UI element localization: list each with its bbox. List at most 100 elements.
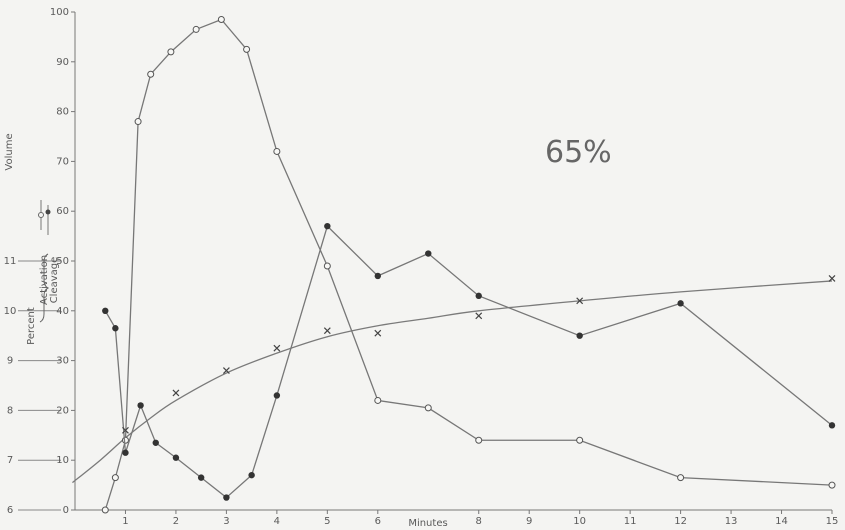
open-circle-point (374, 396, 382, 404)
x-tick-label: 12 (674, 516, 687, 527)
filled-circle-point (152, 439, 159, 446)
open-circle-point (828, 481, 836, 489)
filled-circle-point (223, 494, 230, 501)
open-circle-point (424, 404, 432, 412)
volume-tick-label: 8 (7, 405, 13, 416)
cross-stroke (172, 389, 180, 397)
cross-point (122, 426, 129, 434)
y-tick-label: 100 (50, 7, 69, 18)
cross-point (222, 367, 230, 374)
filled-circle-point (576, 332, 583, 339)
cross-stroke (122, 426, 129, 434)
filled-circle-point (374, 272, 381, 280)
x-tick-label: 10 (573, 516, 586, 527)
volume-tick-label: 11 (4, 256, 17, 267)
series-line (104, 18, 833, 511)
axis-label-brace (39, 253, 50, 323)
filled-circle-point (425, 250, 432, 257)
open-circle-point (576, 436, 584, 444)
open-circle-point (677, 474, 685, 482)
open-circle-point (101, 506, 109, 514)
filled-circle-point (197, 474, 205, 481)
x-tick-label: 6 (375, 516, 381, 527)
filled-circle-point (475, 292, 482, 300)
x-tick-label: 4 (274, 516, 280, 527)
open-circle-point (217, 15, 225, 23)
percent-axis-label: Percent (26, 307, 37, 345)
legend-open-marker (38, 212, 44, 218)
filled-circle-point (172, 454, 180, 461)
y-tick-label: 20 (56, 405, 69, 416)
cross-point (323, 327, 331, 335)
legend-key (38, 200, 51, 235)
open-circle-point (147, 70, 155, 78)
x-tick-label: 15 (826, 516, 839, 527)
open-circle-point (121, 436, 129, 444)
filled-circle-point (324, 222, 331, 230)
cross-stroke (273, 344, 281, 352)
cross-point (576, 297, 584, 305)
y-tick-label: 90 (56, 57, 69, 68)
open-circle-point (273, 147, 281, 155)
open-circle-point (192, 25, 200, 33)
x-tick-label: 11 (624, 516, 637, 527)
x-tick-label: 3 (223, 516, 229, 527)
x-tick-label: 1 (122, 516, 128, 527)
open-circle-point (475, 436, 483, 444)
filled-circle-point (112, 325, 119, 332)
y-tick-label: 10 (56, 455, 69, 466)
x-tick-label: 2 (173, 516, 179, 527)
volume-tick-label: 9 (7, 356, 13, 367)
y-tick-label: 30 (56, 356, 69, 367)
cleavage-axis-label: Cleavage (49, 257, 60, 304)
cross-stroke (323, 327, 331, 335)
y-tick-label: 80 (56, 107, 69, 118)
cross-point (475, 312, 483, 320)
volume-axis-label: Volume (4, 133, 15, 170)
x-tick-label: 9 (526, 516, 532, 527)
x-tick-label: 13 (725, 516, 738, 527)
filled-circle-point (273, 392, 281, 399)
series-line (104, 224, 833, 499)
filled-circle-point (248, 471, 255, 479)
volume-tick-label: 6 (7, 505, 13, 516)
x-tick-label: 8 (476, 516, 482, 527)
x-tick-label: 14 (775, 516, 788, 527)
filled-circle-point (137, 402, 144, 409)
cross-stroke (576, 297, 584, 305)
legend-filled-marker (45, 209, 51, 215)
y-tick-label: 40 (56, 306, 69, 317)
volume-tick-label: 10 (4, 306, 17, 317)
y-tick-label: 50 (56, 256, 69, 267)
x-axis-label: Minutes (408, 518, 447, 529)
filled-circle-point (828, 422, 836, 429)
cross-point (828, 275, 836, 282)
cross-stroke (374, 329, 382, 337)
chart-axes (18, 11, 833, 514)
filled-circle-point (122, 449, 129, 456)
y-tick-label: 60 (56, 206, 69, 217)
cross-point (172, 389, 180, 397)
cross-stroke (828, 275, 836, 282)
series-layer (101, 15, 836, 514)
cross-point (374, 329, 382, 337)
cross-stroke (222, 367, 230, 374)
y-tick-label: 0 (63, 505, 69, 516)
cross-point (273, 344, 281, 352)
x-tick-label: 5 (324, 516, 330, 527)
open-circle-point (111, 474, 119, 482)
volume-tick-label: 7 (7, 455, 13, 466)
open-circle-point (134, 118, 142, 126)
filled-circle-point (677, 300, 684, 307)
filled-circle-point (102, 307, 109, 314)
volume-curve-layer (72, 280, 833, 484)
volume-curve (72, 280, 833, 484)
open-circle-point (167, 48, 175, 56)
chart-annotation: 65% (545, 135, 612, 170)
y-tick-label: 70 (56, 156, 69, 167)
open-circle-point (243, 45, 251, 53)
open-circle-point (323, 262, 331, 270)
cross-stroke (475, 312, 483, 320)
